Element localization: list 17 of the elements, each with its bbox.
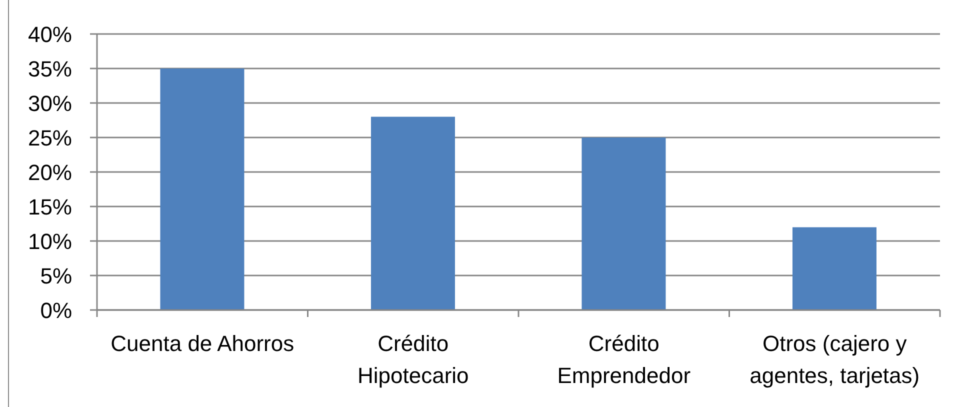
y-tick-label: 0% bbox=[40, 298, 72, 323]
y-tick-label: 40% bbox=[28, 22, 72, 47]
x-tick-label: Crédito Emprendedor bbox=[557, 331, 691, 388]
y-tick-label: 10% bbox=[28, 228, 72, 254]
y-tick-label: 25% bbox=[28, 125, 72, 150]
x-tick-label: Otros (cajero y agentes, tarjetas) bbox=[750, 331, 920, 388]
bar bbox=[160, 68, 244, 310]
bar bbox=[582, 138, 666, 310]
y-tick-label: 5% bbox=[40, 263, 72, 288]
bar bbox=[792, 227, 876, 310]
bar bbox=[370, 116, 455, 310]
x-tick-label: Crédito Hipotecario bbox=[357, 331, 469, 388]
y-tick-label: 15% bbox=[28, 194, 72, 220]
y-tick-label: 20% bbox=[28, 160, 72, 185]
x-tick-label: Cuenta de Ahorros bbox=[110, 331, 294, 356]
y-tick-label: 35% bbox=[28, 56, 72, 82]
y-tick-label: 30% bbox=[28, 90, 72, 116]
